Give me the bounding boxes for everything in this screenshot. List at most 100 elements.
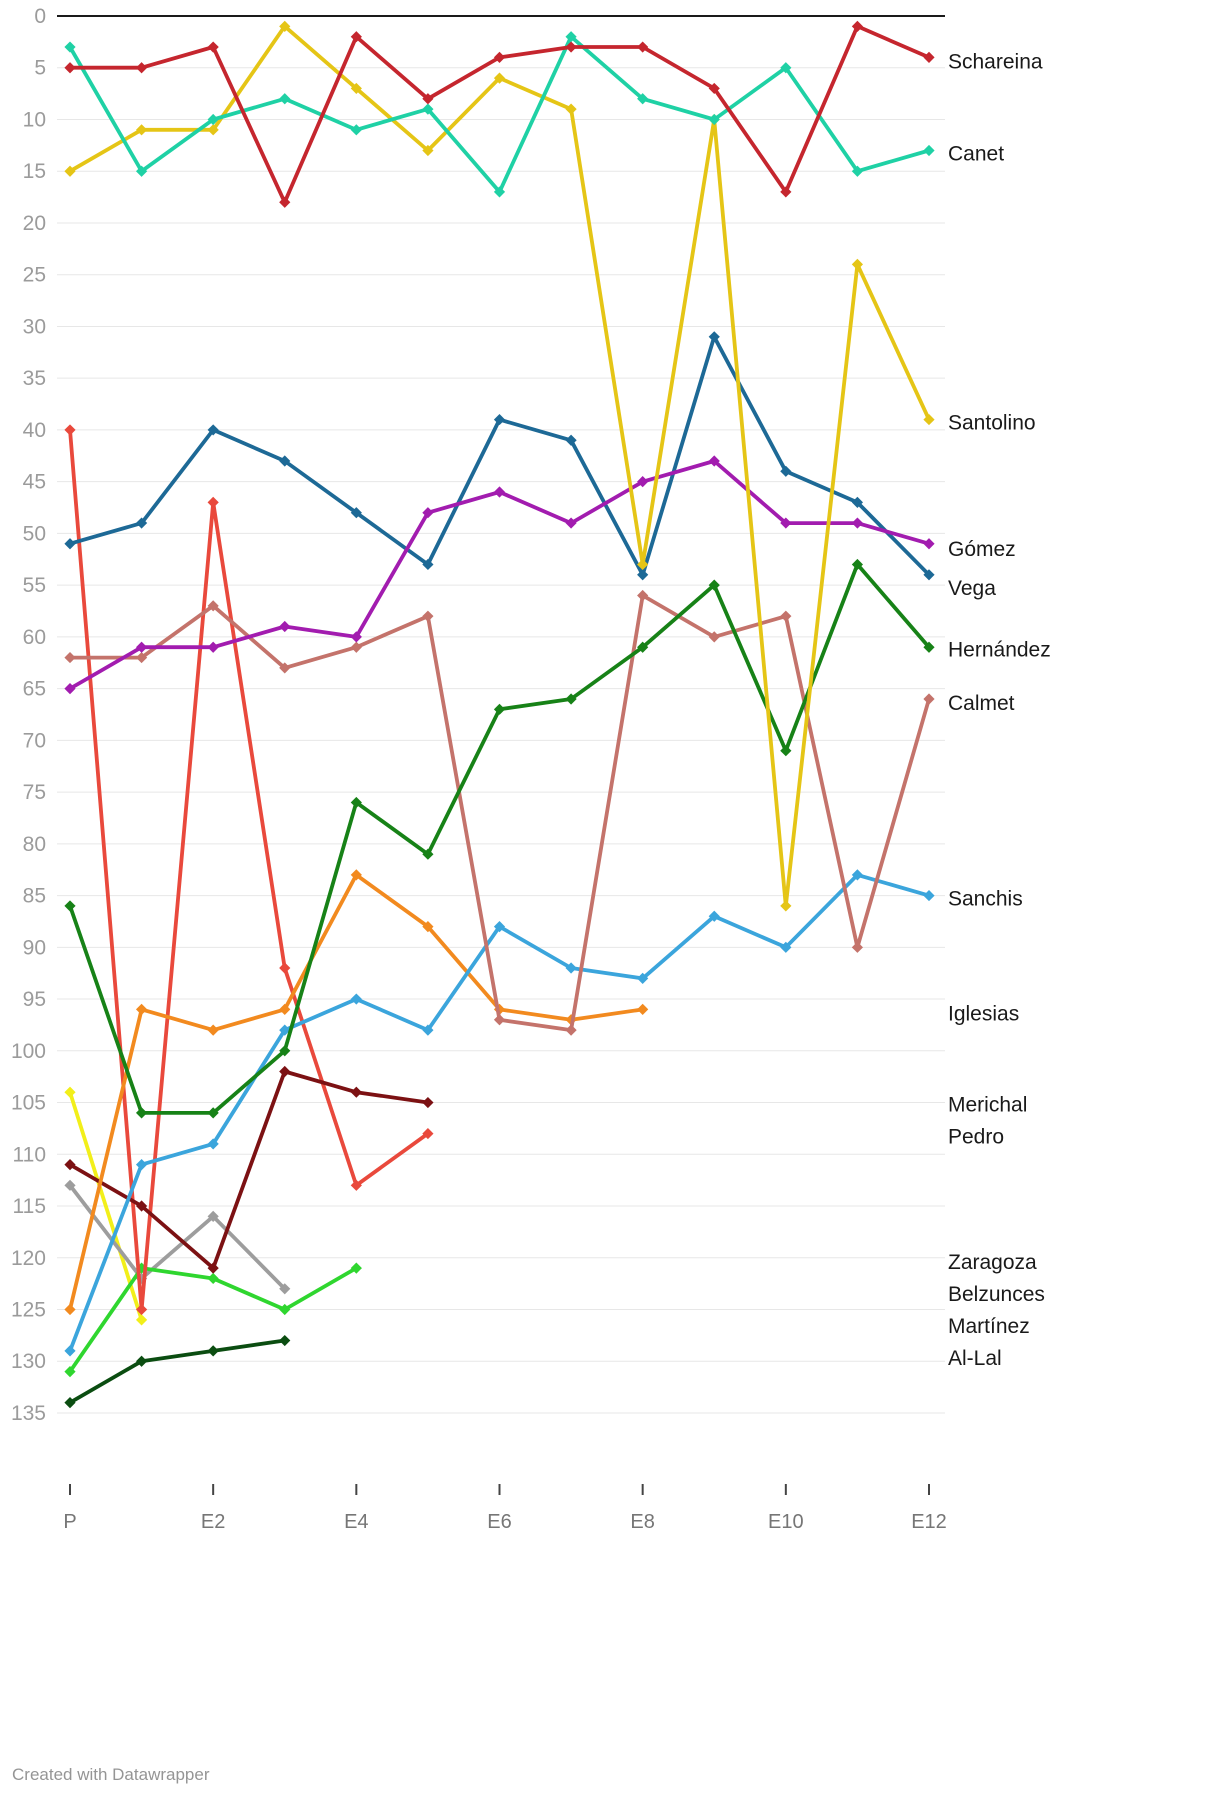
- y-axis-tick-label: 30: [23, 315, 46, 338]
- data-point-marker-sanchis: [923, 889, 935, 902]
- x-axis-tick-label: E8: [630, 1511, 654, 1533]
- series-label-sanchis: Sanchis: [948, 888, 1023, 911]
- data-point-marker-hernandez: [637, 641, 649, 653]
- data-point-marker-sanchis: [708, 910, 720, 922]
- y-axis-tick-label: 0: [34, 5, 46, 28]
- y-axis-tick-label: 25: [23, 264, 46, 287]
- data-point-marker-gomez: [135, 641, 148, 653]
- data-point-marker-gomez: [851, 517, 864, 529]
- data-point-marker-schareina: [207, 41, 219, 53]
- data-point-marker-vega: [923, 569, 935, 581]
- data-point-marker-hernandez: [851, 558, 864, 571]
- y-axis-tick-label: 70: [23, 729, 46, 752]
- data-point-marker-gomez: [565, 517, 577, 529]
- y-axis-tick-label: 130: [11, 1350, 46, 1373]
- series-label-al-lal: Al-Lal: [948, 1347, 1002, 1370]
- data-point-marker-al-lal: [207, 1345, 219, 1357]
- data-point-marker-gomez: [422, 507, 434, 519]
- data-point-marker-santolino: [422, 144, 434, 157]
- y-axis-tick-label: 50: [23, 522, 46, 545]
- data-point-marker-iglesias: [64, 1303, 76, 1316]
- data-point-marker-sanchis: [493, 921, 506, 933]
- datawrapper-attribution[interactable]: Created with Datawrapper: [12, 1765, 210, 1784]
- data-point-marker-sanchis: [851, 869, 864, 881]
- series-line-vega: [68, 334, 931, 577]
- data-point-marker-hernandez: [565, 693, 577, 705]
- data-point-marker-schareina: [637, 41, 649, 53]
- x-axis-tick-label: P: [63, 1511, 76, 1533]
- data-point-marker-pedro: [279, 962, 291, 974]
- data-point-marker-calmet: [207, 600, 219, 612]
- data-point-marker-pedro: [135, 1303, 148, 1316]
- series-line-pedro: [68, 427, 430, 1312]
- data-point-marker-calmet: [923, 693, 935, 705]
- data-point-marker-schareina: [422, 93, 434, 105]
- x-axis-tick-label: E4: [344, 1511, 368, 1533]
- data-point-marker-hernandez: [135, 1107, 148, 1119]
- y-axis-tick-label: 80: [23, 833, 46, 856]
- y-axis-tick-label: 115: [13, 1195, 46, 1218]
- data-point-marker-merichal: [350, 1086, 362, 1098]
- y-axis-tick-label: 5: [34, 57, 46, 80]
- data-point-marker-canet: [851, 165, 864, 177]
- data-point-marker-al-lal: [279, 1334, 291, 1347]
- y-axis-tick-label: 65: [23, 678, 46, 701]
- data-point-marker-vega: [780, 465, 792, 477]
- data-point-marker-gomez: [207, 641, 219, 653]
- data-point-marker-sanchis: [350, 993, 362, 1005]
- data-point-marker-vega: [279, 455, 291, 467]
- data-point-marker-hernandez: [923, 641, 935, 653]
- y-axis-tick-label: 135: [11, 1402, 46, 1425]
- data-point-marker-santolino: [565, 103, 577, 115]
- data-point-marker-canet: [923, 144, 935, 157]
- data-point-marker-schareina: [708, 82, 720, 95]
- data-point-marker-schareina: [350, 31, 362, 43]
- data-point-marker-canet: [64, 41, 76, 53]
- data-point-marker-calmet: [565, 1024, 577, 1036]
- data-point-marker-calmet: [279, 662, 291, 674]
- data-point-marker-gomez: [350, 631, 362, 643]
- data-point-marker-calmet: [350, 641, 362, 653]
- series-label-martinez: Martínez: [948, 1315, 1030, 1338]
- data-point-marker-hernandez: [708, 579, 720, 591]
- data-point-marker-vega: [135, 517, 148, 529]
- series-label-belzunces: Belzunces: [948, 1283, 1045, 1306]
- data-point-marker-sanchis: [637, 972, 649, 984]
- series-line-martinez: [68, 1090, 144, 1322]
- data-point-marker-pedro: [64, 424, 76, 436]
- data-point-marker-gomez: [923, 538, 935, 550]
- data-point-marker-pedro: [422, 1127, 434, 1140]
- data-point-marker-sanchis: [780, 941, 792, 953]
- data-point-marker-martinez: [135, 1314, 148, 1326]
- data-point-marker-zaragoza: [64, 1365, 76, 1378]
- data-point-marker-gomez: [708, 455, 720, 467]
- data-point-marker-gomez: [64, 683, 76, 695]
- data-point-marker-iglesias: [422, 921, 434, 933]
- data-point-marker-hernandez: [279, 1045, 291, 1057]
- data-point-marker-calmet: [64, 651, 76, 664]
- data-point-marker-calmet: [780, 610, 792, 622]
- data-point-marker-merichal: [422, 1096, 434, 1109]
- data-point-marker-canet: [493, 186, 506, 198]
- data-point-marker-vega: [851, 496, 864, 508]
- data-point-marker-merichal: [279, 1065, 291, 1078]
- y-axis-tick-label: 60: [23, 626, 46, 649]
- x-axis-tick-label: E10: [768, 1511, 804, 1533]
- y-axis-tick-label: 100: [11, 1040, 46, 1063]
- data-point-marker-santolino: [780, 900, 792, 912]
- data-point-marker-sanchis: [135, 1159, 148, 1171]
- data-point-marker-santolino: [135, 124, 148, 136]
- data-point-marker-sanchis: [279, 1024, 291, 1036]
- data-point-marker-schareina: [493, 51, 506, 63]
- data-point-marker-iglesias: [637, 1003, 649, 1016]
- data-point-marker-pedro: [350, 1179, 362, 1191]
- data-point-marker-canet: [350, 124, 362, 136]
- data-point-marker-merichal: [64, 1159, 76, 1171]
- data-point-marker-zaragoza: [279, 1303, 291, 1316]
- data-point-marker-santolino: [493, 72, 506, 84]
- data-point-marker-canet: [207, 113, 219, 126]
- data-point-marker-schareina: [64, 62, 76, 74]
- series-label-hernandez: Hernández: [948, 638, 1051, 661]
- data-point-marker-schareina: [780, 186, 792, 198]
- data-point-marker-vega: [422, 558, 434, 571]
